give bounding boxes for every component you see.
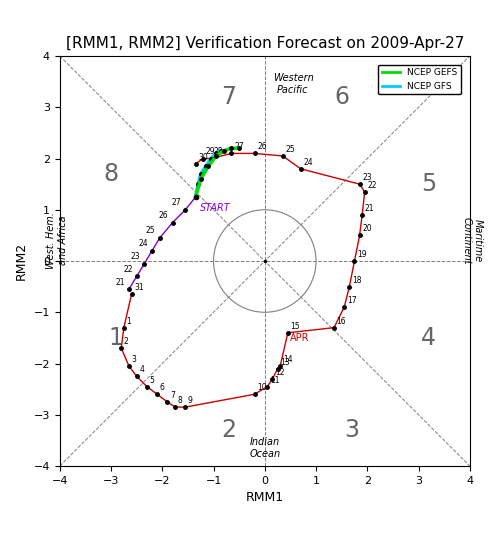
Text: 22: 22: [123, 265, 132, 274]
Text: 14: 14: [283, 355, 292, 364]
Text: 24: 24: [303, 158, 313, 167]
Text: 16: 16: [337, 316, 346, 326]
Text: 3: 3: [345, 418, 360, 442]
Text: 15: 15: [290, 322, 300, 330]
Text: 2: 2: [222, 418, 237, 442]
Text: 2: 2: [124, 337, 128, 346]
Text: 13: 13: [280, 357, 290, 367]
X-axis label: RMM1: RMM1: [246, 491, 284, 504]
Text: 26: 26: [159, 211, 168, 220]
Text: 7: 7: [170, 391, 175, 400]
Text: 27: 27: [172, 198, 181, 207]
Legend: NCEP GEFS, NCEP GFS: NCEP GEFS, NCEP GFS: [378, 65, 461, 94]
Text: 25: 25: [285, 145, 295, 154]
Text: 22: 22: [368, 181, 377, 190]
Text: 5: 5: [149, 375, 154, 384]
Text: 21: 21: [365, 204, 374, 213]
Text: 6: 6: [160, 383, 165, 392]
Y-axis label: RMM2: RMM2: [15, 242, 28, 280]
Text: 31: 31: [134, 284, 144, 292]
Text: 1: 1: [126, 316, 131, 326]
Text: START: START: [200, 203, 231, 213]
Text: West. Hem.
and Africa: West. Hem. and Africa: [46, 212, 68, 269]
Text: APR: APR: [290, 333, 310, 343]
Text: 3: 3: [131, 355, 136, 364]
Text: 9: 9: [188, 396, 193, 405]
Text: 8: 8: [178, 396, 182, 405]
Text: 6: 6: [334, 85, 349, 109]
Text: 17: 17: [347, 296, 357, 305]
Text: 27: 27: [234, 143, 244, 151]
Text: 20: 20: [362, 224, 372, 233]
Text: 23: 23: [362, 173, 372, 182]
Text: 19: 19: [357, 250, 367, 259]
Text: 18: 18: [352, 275, 362, 285]
Text: 10: 10: [257, 383, 267, 392]
Text: 23: 23: [130, 252, 140, 261]
Text: Maritime
Continent: Maritime Continent: [462, 217, 483, 265]
Text: Indian
Ocean: Indian Ocean: [249, 437, 280, 459]
Text: 12: 12: [275, 368, 284, 377]
Text: 21: 21: [116, 278, 125, 287]
Text: 11: 11: [270, 375, 279, 384]
Text: Western
Pacific: Western Pacific: [272, 73, 313, 95]
Text: 30: 30: [198, 153, 208, 161]
Text: 26: 26: [257, 143, 267, 151]
Text: 4: 4: [421, 326, 436, 350]
Text: 5: 5: [421, 172, 436, 196]
Text: 29: 29: [206, 147, 216, 157]
Text: 28: 28: [214, 147, 223, 157]
Text: 25: 25: [146, 226, 155, 235]
Text: 7: 7: [222, 85, 237, 109]
Text: 8: 8: [104, 162, 119, 186]
Text: 1: 1: [109, 326, 124, 350]
Text: 24: 24: [138, 239, 148, 248]
Title: [RMM1, RMM2] Verification Forecast on 2009-Apr-27: [RMM1, RMM2] Verification Forecast on 20…: [66, 36, 464, 51]
Text: 4: 4: [139, 365, 144, 374]
